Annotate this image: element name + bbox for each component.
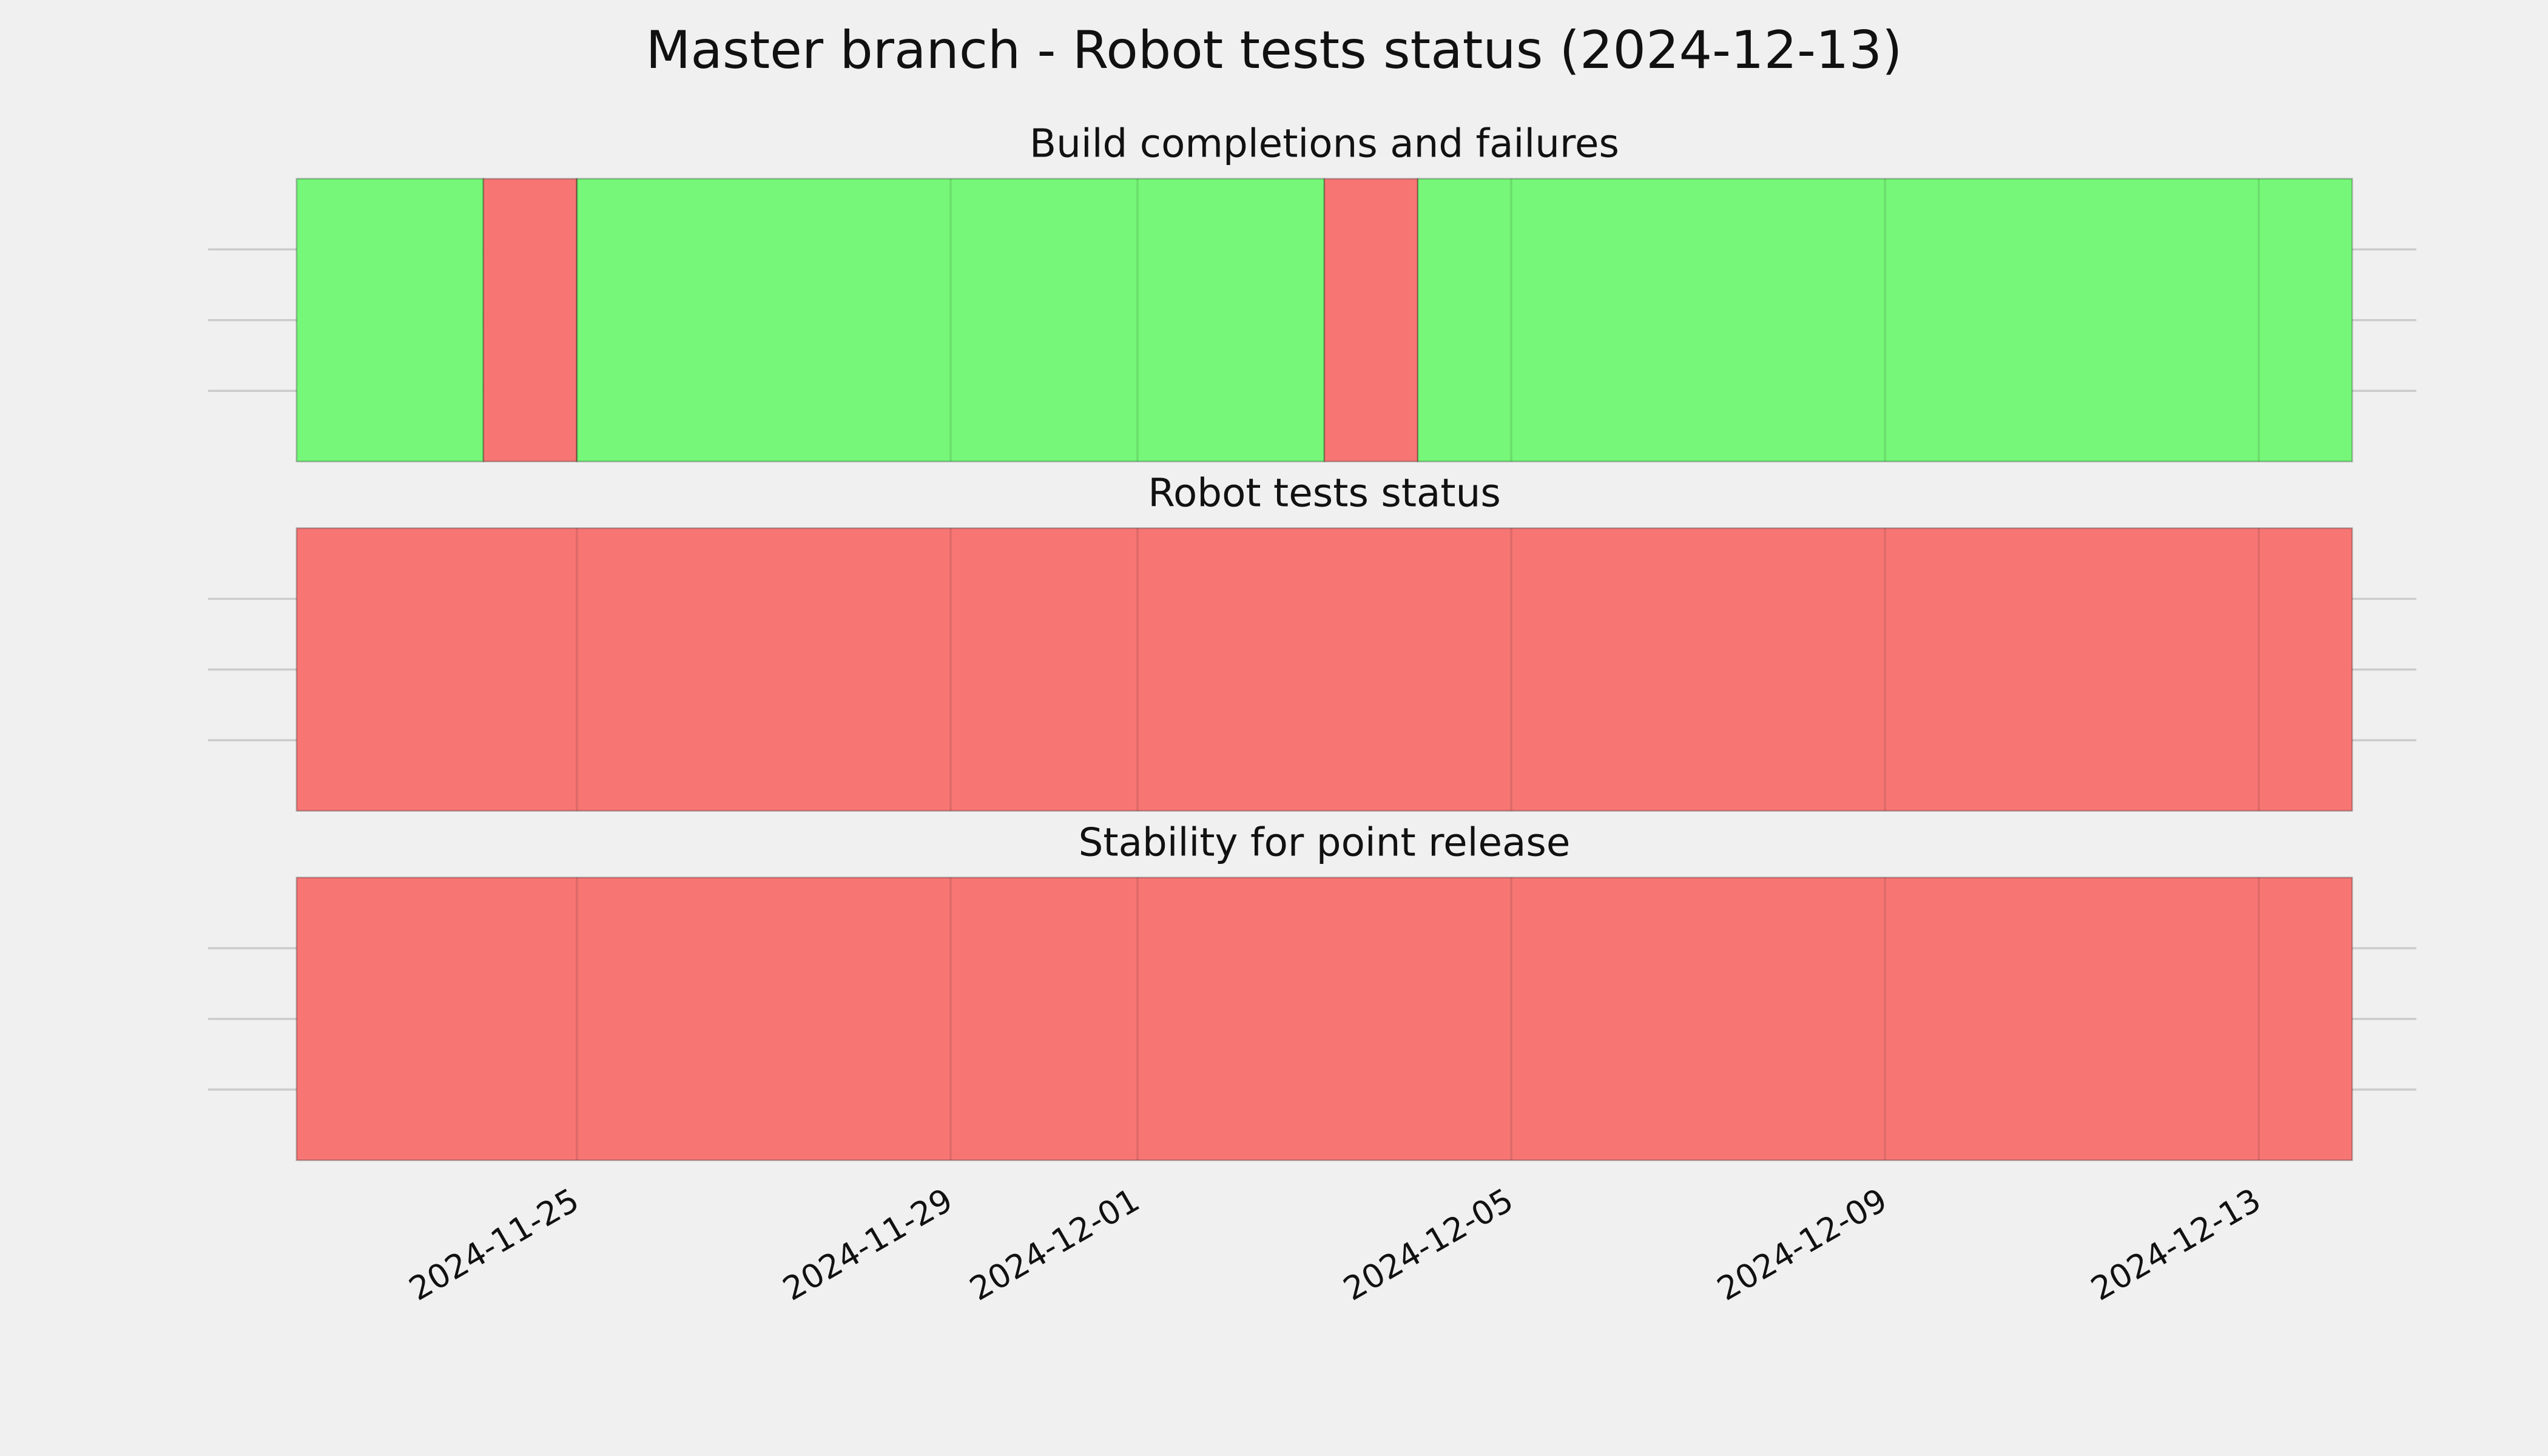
status-span: [482, 178, 578, 463]
status-span: [576, 178, 1326, 463]
status-span: [1417, 178, 2353, 463]
status-span: [295, 527, 2353, 812]
chart-title: Master branch - Robot tests status (2024…: [645, 20, 1902, 81]
panel-title: Robot tests status: [1148, 471, 1501, 516]
status-span: [295, 877, 2353, 1161]
panel-title: Build completions and failures: [1030, 121, 1619, 167]
status-span: [295, 178, 485, 463]
status-span: [1323, 178, 1419, 463]
panel-title: Stability for point release: [1079, 820, 1571, 865]
